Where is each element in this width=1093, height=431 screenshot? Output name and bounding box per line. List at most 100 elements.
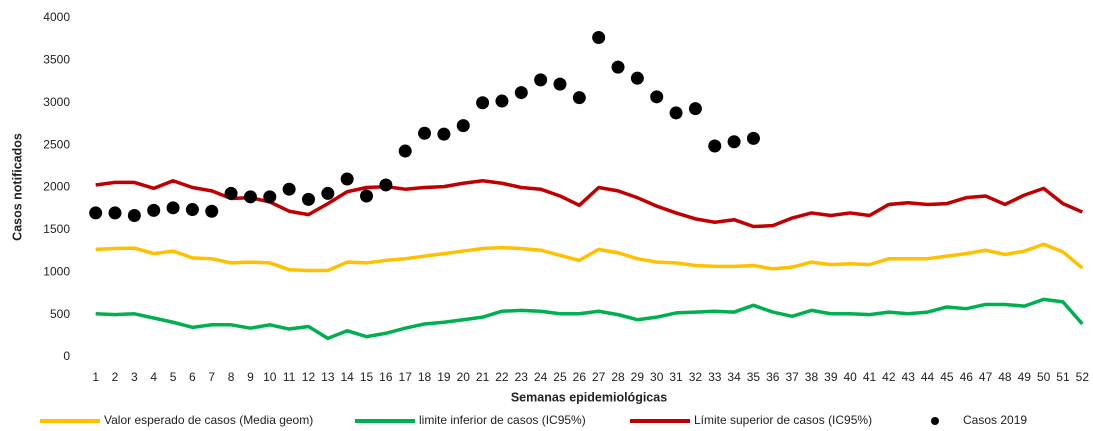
- x-tick-label: 29: [631, 370, 645, 384]
- x-tick-label: 10: [263, 370, 277, 384]
- x-tick-label: 39: [824, 370, 838, 384]
- x-tick-label: 30: [650, 370, 664, 384]
- x-tick-label: 24: [534, 370, 548, 384]
- y-tick-label: 500: [50, 307, 70, 321]
- x-tick-label: 12: [302, 370, 316, 384]
- x-tick-label: 45: [940, 370, 954, 384]
- x-tick-label: 7: [208, 370, 215, 384]
- x-tick-label: 8: [228, 370, 235, 384]
- y-axis-title: Casos notificados: [10, 133, 24, 241]
- data-point: [224, 186, 238, 200]
- y-tick-label: 3000: [43, 95, 70, 109]
- x-tick-label: 42: [882, 370, 896, 384]
- x-tick-label: 41: [863, 370, 877, 384]
- y-tick-label: 4000: [43, 10, 70, 24]
- data-point: [166, 201, 180, 215]
- series-line: [95, 242, 1084, 273]
- data-point: [301, 192, 315, 206]
- data-point: [340, 172, 354, 186]
- x-tick-label: 48: [998, 370, 1012, 384]
- x-tick-label: 31: [669, 370, 683, 384]
- legend-marker: [931, 417, 939, 425]
- x-tick-label: 52: [1076, 370, 1090, 384]
- x-tick-label: 25: [553, 370, 567, 384]
- x-tick-label: 43: [902, 370, 916, 384]
- data-point: [89, 206, 103, 220]
- data-point: [263, 190, 277, 204]
- data-point: [727, 135, 741, 149]
- data-point: [534, 73, 548, 87]
- data-point: [456, 119, 470, 133]
- legend-label: Valor esperado de casos (Media geom): [104, 413, 313, 427]
- y-tick-label: 1000: [43, 264, 70, 278]
- data-point: [592, 30, 606, 44]
- data-point: [379, 178, 393, 192]
- data-point: [108, 206, 122, 220]
- x-tick-label: 15: [360, 370, 374, 384]
- x-tick-label: 22: [495, 370, 509, 384]
- x-tick-label: 16: [379, 370, 393, 384]
- data-point: [437, 127, 451, 141]
- data-point: [650, 90, 664, 104]
- legend-label: limite inferior de casos (IC95%): [419, 413, 586, 427]
- x-tick-label: 13: [321, 370, 335, 384]
- x-tick-label: 34: [727, 370, 741, 384]
- x-tick-label: 28: [611, 370, 625, 384]
- data-point: [127, 208, 141, 222]
- x-tick-label: 36: [766, 370, 780, 384]
- x-tick-label: 46: [960, 370, 974, 384]
- x-tick-label: 49: [1018, 370, 1032, 384]
- x-tick-label: 23: [515, 370, 529, 384]
- x-tick-label: 51: [1056, 370, 1070, 384]
- series-line: [95, 297, 1084, 341]
- legend-label: Casos 2019: [963, 413, 1027, 427]
- x-tick-label: 33: [708, 370, 722, 384]
- x-tick-label: 50: [1037, 370, 1051, 384]
- data-point: [688, 102, 702, 116]
- data-point: [185, 203, 199, 217]
- data-point: [282, 182, 296, 196]
- x-tick-label: 20: [457, 370, 471, 384]
- data-point: [147, 203, 161, 217]
- data-point: [708, 139, 722, 153]
- data-point: [360, 189, 374, 203]
- x-tick-label: 27: [592, 370, 606, 384]
- x-tick-label: 37: [785, 370, 799, 384]
- x-tick-label: 32: [689, 370, 703, 384]
- x-tick-label: 18: [418, 370, 432, 384]
- y-tick-label: 3500: [43, 53, 70, 67]
- data-point: [321, 186, 335, 200]
- y-tick-label: 2000: [43, 180, 70, 194]
- x-tick-label: 38: [805, 370, 819, 384]
- y-tick-label: 0: [63, 349, 70, 363]
- x-tick-label: 14: [340, 370, 354, 384]
- x-axis-title: Semanas epidemiológicas: [511, 390, 667, 404]
- y-tick-label: 2500: [43, 137, 70, 151]
- x-tick-label: 5: [170, 370, 177, 384]
- x-tick-label: 4: [150, 370, 157, 384]
- x-tick-label: 47: [979, 370, 993, 384]
- data-point: [553, 77, 567, 91]
- x-tick-label: 35: [747, 370, 761, 384]
- x-tick-label: 1: [92, 370, 99, 384]
- data-point: [746, 131, 760, 145]
- data-point: [243, 190, 257, 204]
- series-line: [95, 178, 1084, 229]
- x-tick-label: 21: [476, 370, 490, 384]
- y-tick-label: 1500: [43, 222, 70, 236]
- data-point: [669, 106, 683, 120]
- x-tick-label: 44: [921, 370, 935, 384]
- x-tick-label: 26: [573, 370, 587, 384]
- x-tick-label: 40: [843, 370, 857, 384]
- data-point: [398, 144, 412, 158]
- x-tick-label: 6: [189, 370, 196, 384]
- x-tick-label: 3: [131, 370, 138, 384]
- data-point: [205, 204, 219, 218]
- legend-label: Límite superior de casos (IC95%): [694, 413, 872, 427]
- x-tick-label: 11: [283, 370, 296, 384]
- x-tick-label: 19: [437, 370, 451, 384]
- data-point: [630, 71, 644, 85]
- x-tick-label: 2: [112, 370, 119, 384]
- data-point: [418, 126, 432, 140]
